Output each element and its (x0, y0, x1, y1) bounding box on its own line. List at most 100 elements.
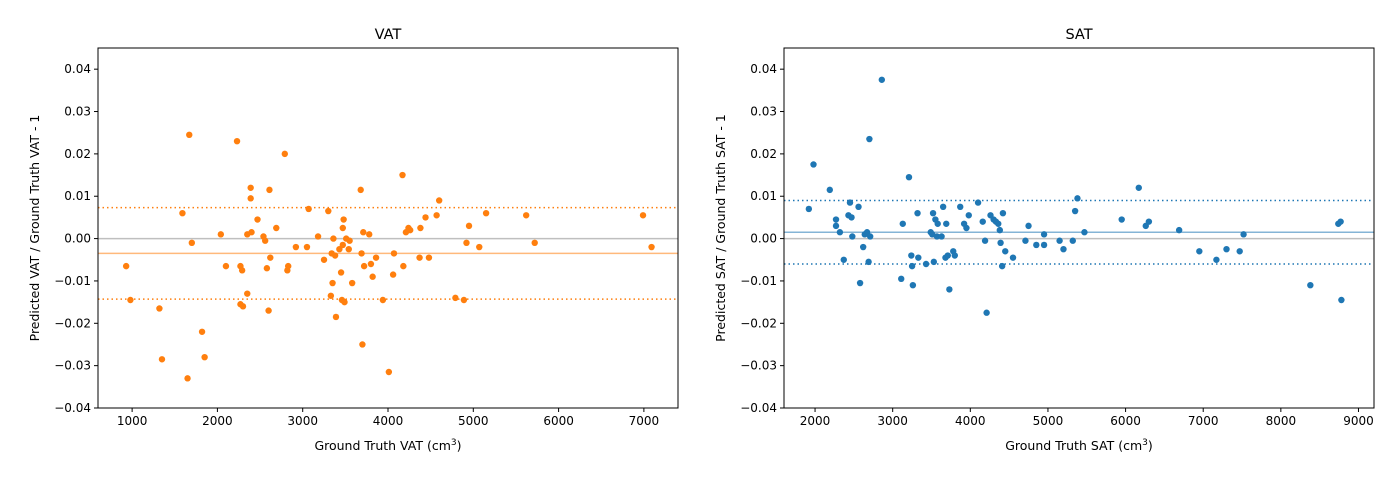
y-tick-label: 0.04 (750, 62, 777, 76)
axes-frame (783, 47, 1375, 409)
data-point (865, 258, 872, 266)
data-point (1071, 207, 1079, 215)
data-point (217, 231, 225, 238)
data-point (981, 237, 989, 244)
data-point (281, 150, 288, 158)
data-point (238, 267, 246, 274)
data-point (848, 214, 855, 221)
data-point (832, 222, 840, 230)
chart-title: VAT (375, 27, 402, 43)
data-point (341, 298, 348, 306)
data-point (261, 237, 269, 244)
data-point (346, 237, 353, 244)
data-point (339, 224, 346, 232)
y-tick-label: 0.01 (750, 189, 777, 203)
data-point (476, 243, 483, 251)
x-axis-label: Ground Truth VAT (cm3) (314, 438, 461, 453)
data-point (648, 243, 655, 251)
data-point (400, 262, 407, 270)
data-point (826, 186, 834, 194)
x-tick-label: 8000 (1266, 414, 1297, 428)
y-tick-label: −0.04 (54, 401, 91, 415)
data-point (247, 184, 254, 191)
data-point (1196, 248, 1203, 255)
data-point (305, 205, 312, 213)
data-point (327, 292, 335, 299)
data-point (248, 229, 255, 236)
y-tick-label: −0.02 (740, 316, 777, 330)
data-point (810, 161, 817, 168)
data-point (1040, 241, 1048, 249)
data-point (292, 243, 300, 251)
data-point (933, 233, 941, 240)
data-point (389, 271, 397, 278)
y-tick-label: 0.04 (64, 62, 91, 76)
data-point (914, 209, 921, 217)
data-point (360, 262, 368, 270)
x-axis-label-main: Ground Truth VAT (cm (314, 438, 450, 453)
data-point (930, 258, 938, 266)
data-point (1060, 245, 1067, 253)
data-point (359, 341, 366, 348)
data-point (915, 254, 922, 261)
data-point (357, 186, 364, 194)
data-point (267, 254, 274, 261)
data-point (340, 216, 347, 223)
x-tick-label: 6000 (1110, 414, 1141, 428)
y-tick-label: −0.03 (54, 359, 91, 373)
data-point (1175, 226, 1183, 234)
data-point (482, 209, 490, 217)
data-point (303, 243, 311, 251)
data-point (908, 262, 916, 270)
data-point (1240, 231, 1247, 238)
y-tick-label: 0.02 (750, 147, 777, 161)
x-tick-label: 2000 (800, 414, 831, 428)
data-point (417, 224, 424, 232)
data-point (1337, 218, 1344, 225)
x-tick-label: 3000 (877, 414, 908, 428)
chart-vat: 1000 2000 3000 4000 5000 6000 7000 −0.04 −0.03 −0… (27, 27, 679, 453)
data-point (366, 231, 373, 238)
data-point (1081, 229, 1088, 236)
data-point (385, 368, 393, 376)
data-point (273, 224, 280, 232)
data-point (358, 250, 365, 257)
x-tick-label: 7000 (1188, 414, 1219, 428)
data-point (1223, 245, 1230, 253)
data-point (905, 173, 913, 181)
data-point (1118, 216, 1125, 223)
data-point (1213, 256, 1220, 263)
x-axis-label-main: Ground Truth SAT (cm (1005, 438, 1142, 453)
x-tick-label: 9000 (1343, 414, 1374, 428)
data-point (329, 279, 336, 287)
data-point (339, 241, 346, 249)
data-point (122, 262, 130, 270)
x-axis-label: Ground Truth SAT (cm3) (1005, 438, 1153, 453)
data-point (531, 239, 538, 247)
y-tick-label: −0.01 (740, 274, 777, 288)
data-point (846, 199, 854, 206)
data-point (943, 220, 950, 227)
data-point (379, 296, 387, 304)
data-point (974, 199, 982, 206)
y-axis-label: Predicted SAT / Ground Truth SAT - 1 (713, 114, 728, 342)
data-point (158, 356, 166, 363)
chart-title: SAT (1065, 27, 1092, 43)
data-point (452, 294, 459, 302)
y-tick-label: −0.01 (54, 274, 91, 288)
data-point (331, 252, 339, 259)
data-point (465, 222, 473, 230)
data-point (1069, 237, 1076, 244)
data-point (939, 203, 947, 211)
y-tick-label: 0.03 (64, 105, 91, 119)
x-tick-label: 6000 (543, 414, 574, 428)
y-tick-label: 0.00 (64, 232, 91, 246)
x-tick-label: 4000 (373, 414, 404, 428)
data-point (836, 229, 844, 236)
data-point (929, 209, 937, 217)
y-axis-label: Predicted VAT / Ground Truth VAT - 1 (27, 115, 42, 342)
axes-frame (97, 47, 679, 409)
data-point (855, 203, 862, 211)
data-point (840, 256, 847, 263)
